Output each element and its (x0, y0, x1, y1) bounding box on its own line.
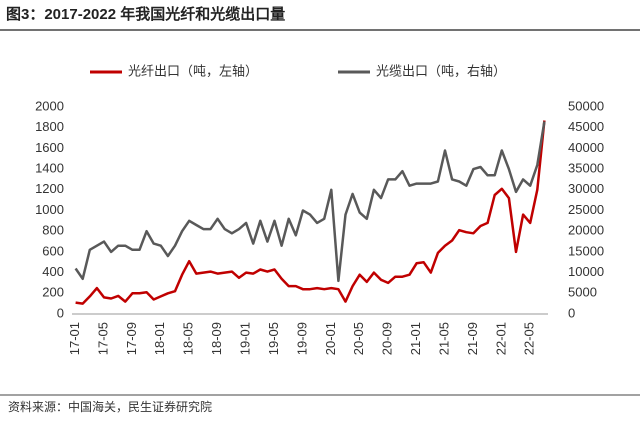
y2-tick-label: 50000 (568, 98, 604, 113)
y2-tick-label: 40000 (568, 140, 604, 155)
x-tick-label: 21-01 (408, 322, 423, 355)
x-tick-label: 17-05 (95, 322, 110, 355)
y2-tick-label: 10000 (568, 264, 604, 279)
y-tick-label: 200 (42, 285, 64, 300)
y2-tick-label: 30000 (568, 181, 604, 196)
x-tick-label: 17-01 (67, 322, 82, 355)
x-tick-label: 22-01 (493, 322, 508, 355)
y2-tick-label: 25000 (568, 202, 604, 217)
x-tick-label: 18-01 (152, 322, 167, 355)
series-line (74, 121, 546, 283)
x-tick-label: 21-05 (436, 322, 451, 355)
y2-tick-label: 5000 (568, 285, 597, 300)
source: 资料来源：中国海关，民生证券研究院 (8, 399, 212, 414)
x-tick-label: 19-09 (294, 322, 309, 355)
x-tick-label: 20-05 (351, 322, 366, 355)
y2-tick-label: 15000 (568, 243, 604, 258)
x-tick-label: 18-09 (209, 322, 224, 355)
x-tick-label: 21-09 (465, 322, 480, 355)
x-tick-label: 22-05 (522, 322, 537, 355)
y-tick-label: 1000 (35, 202, 64, 217)
y-tick-label: 0 (57, 305, 64, 320)
y-tick-label: 600 (42, 243, 64, 258)
y2-tick-label: 35000 (568, 161, 604, 176)
y2-tick-label: 0 (568, 305, 575, 320)
y-tick-label: 1600 (35, 140, 64, 155)
x-tick-label: 20-01 (323, 322, 338, 355)
y-tick-label: 800 (42, 223, 64, 238)
y-tick-label: 1800 (35, 119, 64, 134)
chart-title: 图3：2017-2022 年我国光纤和光缆出口量 (6, 5, 285, 23)
x-tick-label: 18-05 (181, 322, 196, 355)
y-tick-label: 1200 (35, 181, 64, 196)
y-tick-label: 1400 (35, 161, 64, 176)
x-tick-label: 19-05 (266, 322, 281, 355)
y2-tick-label: 20000 (568, 223, 604, 238)
legend-label: 光纤出口（吨，左轴） (128, 63, 258, 78)
series-line (75, 120, 546, 305)
x-tick-label: 20-09 (380, 322, 395, 355)
y-tick-label: 2000 (35, 98, 64, 113)
y-tick-label: 400 (42, 264, 64, 279)
legend-label: 光缆出口（吨，右轴） (376, 63, 506, 78)
y2-tick-label: 45000 (568, 119, 604, 134)
x-tick-label: 17-09 (124, 322, 139, 355)
x-tick-label: 19-01 (237, 322, 252, 355)
